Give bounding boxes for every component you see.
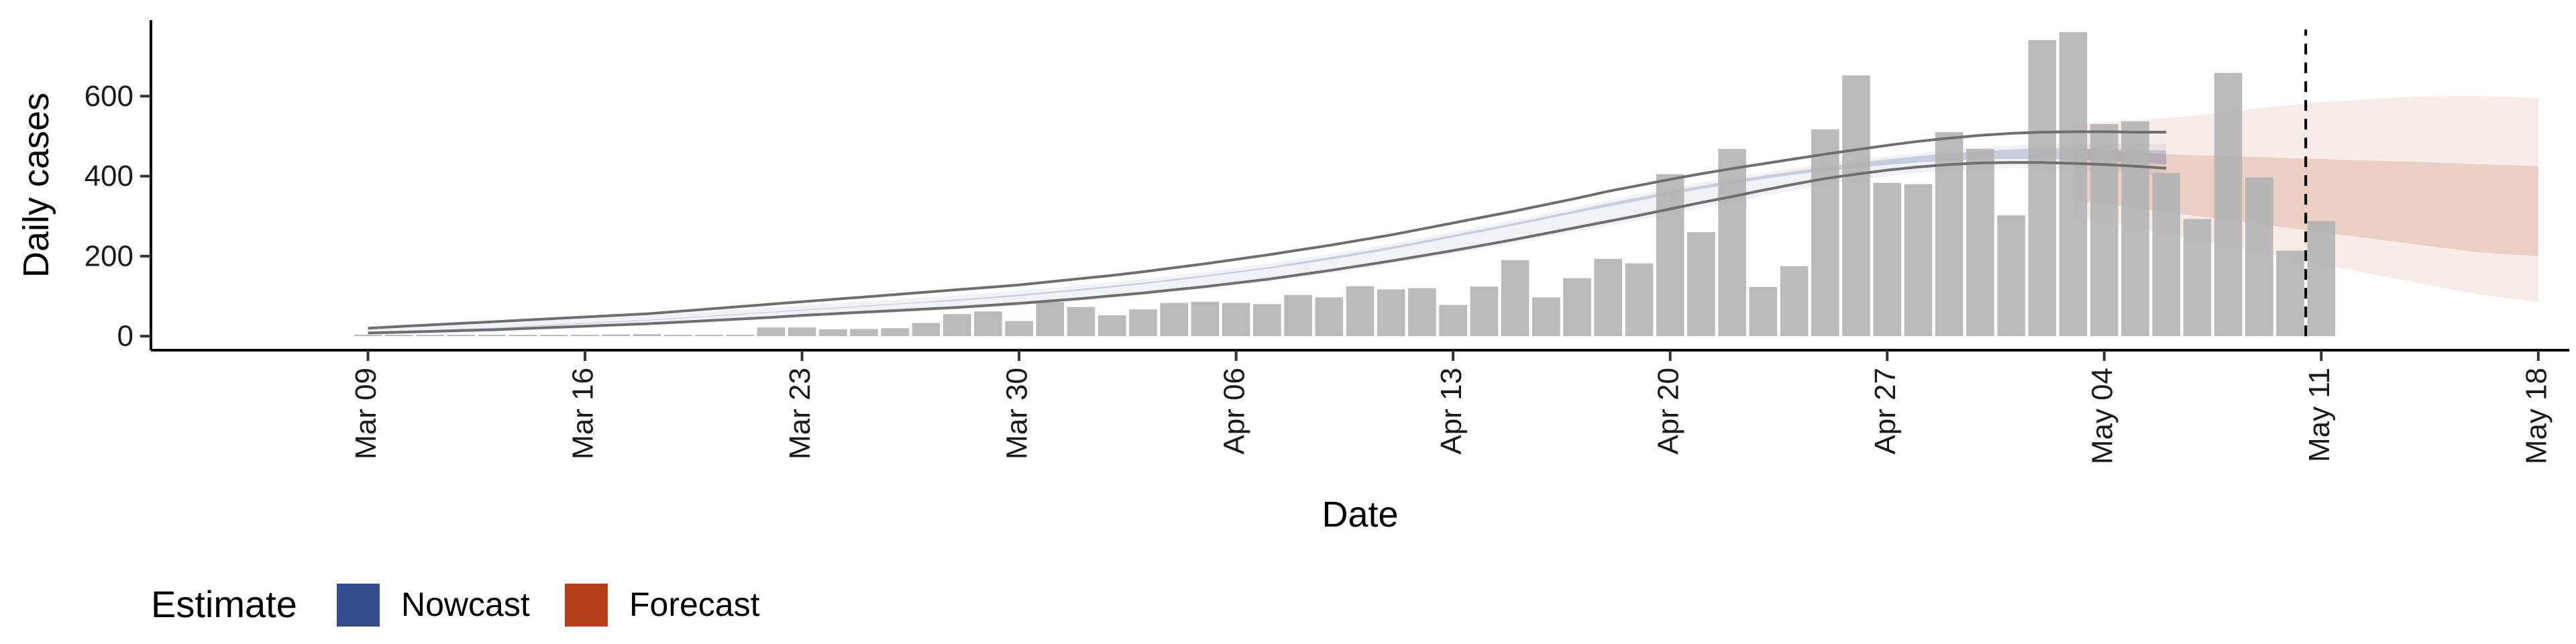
y-axis-title: Daily cases — [16, 93, 56, 278]
x-tick-label: Apr 27 — [1869, 368, 1902, 455]
bar — [478, 335, 506, 337]
lower-bound-line — [368, 161, 2167, 335]
bar — [1780, 266, 1809, 337]
bar — [2028, 40, 2057, 337]
bar — [819, 329, 847, 337]
bar — [2152, 172, 2180, 337]
bar — [1439, 305, 1467, 337]
bar — [881, 328, 909, 337]
legend: Estimate Nowcast Forecast — [151, 583, 760, 627]
legend-title: Estimate — [151, 583, 297, 625]
bar — [1160, 303, 1188, 337]
bar — [2214, 72, 2243, 337]
bar — [1253, 304, 1281, 337]
bar — [1222, 303, 1250, 337]
x-tick-label: Mar 23 — [784, 368, 816, 460]
bar — [2245, 177, 2273, 337]
nowcast-layer — [368, 144, 2167, 335]
legend-key-nowcast — [337, 584, 380, 627]
bar — [850, 329, 878, 337]
bar — [1191, 301, 1220, 337]
bar — [757, 327, 786, 337]
bar — [447, 335, 475, 337]
x-tick-label: Apr 13 — [1435, 368, 1468, 455]
bar — [1656, 174, 1684, 337]
bar — [1997, 215, 2025, 337]
x-tick-label: Mar 16 — [567, 368, 600, 460]
bar — [974, 311, 1002, 337]
bar — [1067, 307, 1095, 337]
bar — [354, 335, 382, 337]
bar — [1036, 302, 1065, 337]
bar — [416, 335, 444, 337]
bar — [1966, 149, 1994, 337]
bar — [1377, 289, 1405, 337]
x-axis-title: Date — [1322, 494, 1398, 535]
y-axis-ticks: 0 200 400 600 — [85, 80, 151, 353]
bar — [1470, 286, 1499, 337]
bar — [695, 335, 723, 337]
bar — [2090, 124, 2118, 337]
bar — [1284, 294, 1312, 337]
bar — [2121, 121, 2149, 337]
bar — [384, 335, 413, 337]
bar — [1408, 288, 1436, 337]
x-tick-label: Mar 09 — [350, 368, 382, 460]
x-tick-label: May 11 — [2303, 368, 2336, 462]
bar — [540, 335, 568, 337]
bar — [1594, 259, 1622, 337]
y-tick-label: 600 — [85, 80, 133, 113]
bar — [1346, 286, 1375, 337]
bar — [2276, 250, 2304, 337]
bar — [1749, 286, 1778, 337]
legend-label-nowcast: Nowcast — [401, 586, 530, 623]
bar — [1501, 260, 1529, 337]
bar — [2183, 219, 2212, 337]
bar — [1532, 297, 1560, 337]
bar — [663, 335, 692, 337]
bar — [633, 334, 661, 337]
bar — [1687, 232, 1715, 337]
bar — [912, 323, 941, 337]
bar — [1625, 263, 1654, 337]
x-tick-label: May 04 — [2086, 368, 2118, 464]
bar — [1873, 182, 1901, 337]
bar — [1563, 278, 1591, 337]
x-tick-label: May 18 — [2520, 368, 2553, 464]
legend-label-forecast: Forecast — [629, 586, 760, 623]
x-axis-ticks: Mar 09 Mar 16 Mar 23 Mar 30 Apr 06 Apr 13 Apr … — [350, 350, 2553, 464]
upper-bound-line — [368, 130, 2167, 330]
axes-layer: Mar 09 Mar 16 Mar 23 Mar 30 Apr 06 Apr 13 Apr … — [16, 20, 2569, 535]
bar — [602, 334, 631, 337]
bar — [788, 327, 816, 337]
bars-layer — [354, 32, 2336, 337]
bar — [1315, 297, 1344, 337]
bar — [2307, 221, 2336, 337]
x-tick-label: Apr 20 — [1652, 368, 1684, 455]
bar — [508, 335, 537, 337]
bar — [1904, 184, 1933, 337]
legend-key-forecast — [565, 584, 608, 627]
bar — [726, 335, 754, 337]
bar — [1811, 129, 1839, 337]
bar — [1005, 321, 1033, 337]
bar — [2059, 32, 2088, 337]
bar — [571, 335, 599, 337]
y-tick-label: 200 — [85, 239, 133, 272]
y-tick-label: 400 — [85, 160, 133, 193]
bar — [943, 314, 971, 337]
x-tick-label: Mar 30 — [1001, 368, 1034, 460]
bar — [1129, 309, 1157, 337]
bar — [1098, 315, 1126, 337]
bar — [1842, 75, 1870, 337]
bounds-lines-layer — [368, 130, 2167, 335]
bar — [1718, 149, 1746, 337]
y-tick-label: 0 — [117, 320, 133, 353]
nowcast-outer-band — [368, 144, 2167, 335]
x-tick-label: Apr 06 — [1218, 368, 1250, 455]
